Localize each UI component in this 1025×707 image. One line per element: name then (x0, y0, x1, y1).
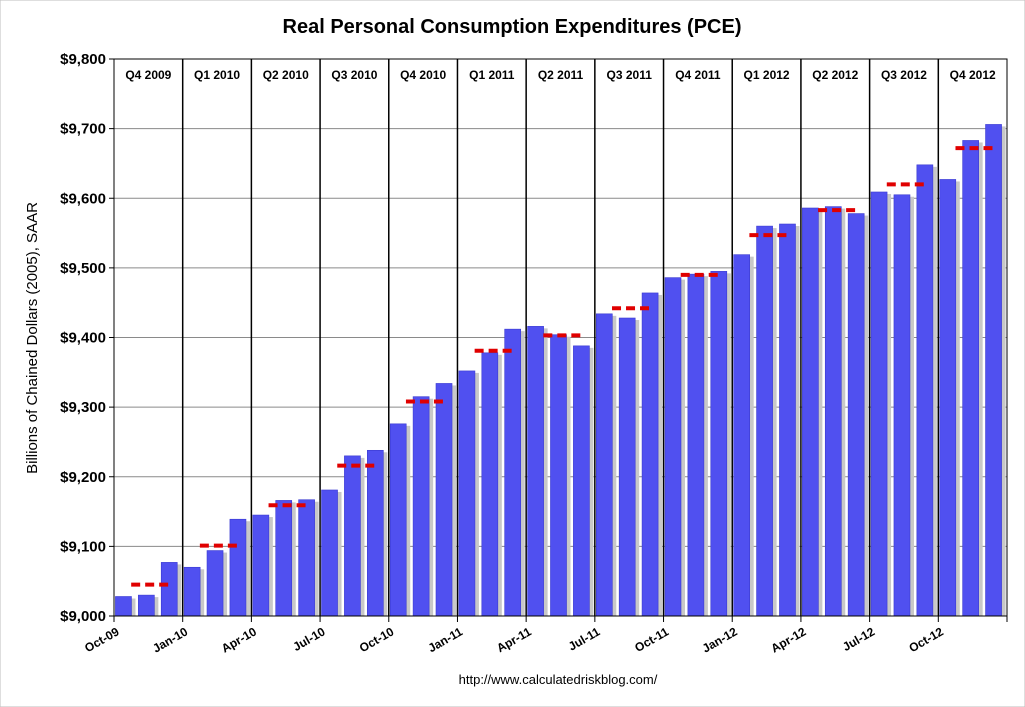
quarter-label: Q2 2011 (538, 68, 584, 82)
bar-Mar-12 (779, 223, 796, 617)
source-url: http://www.calculatedriskblog.com/ (459, 672, 658, 687)
bar-Jun-11 (573, 345, 590, 617)
bar-Jan-10 (183, 566, 201, 617)
y-tick-label: $9,600 (60, 190, 106, 207)
bar-Jan-11 (458, 370, 476, 617)
quarter-label: Q4 2010 (400, 68, 446, 82)
bar-Apr-11 (527, 326, 544, 617)
bar-Nov-10 (412, 396, 430, 617)
quarter-label: Q1 2012 (744, 68, 790, 82)
bar-Apr-12 (802, 207, 819, 617)
chart-title: Real Personal Consumption Expenditures (… (283, 16, 742, 38)
quarter-label: Q4 2011 (675, 68, 721, 82)
quarter-label: Q2 2010 (263, 68, 309, 82)
bar-Jun-10 (298, 499, 315, 617)
quarter-label: Q3 2011 (607, 68, 653, 82)
bar-Nov-11 (687, 273, 705, 617)
y-tick-label: $9,300 (60, 399, 106, 416)
bar-Jul-10 (321, 489, 338, 617)
bar-May-11 (550, 334, 567, 617)
quarter-label: Q4 2009 (125, 68, 171, 82)
bar-Feb-12 (756, 225, 773, 617)
y-tick-label: $9,500 (60, 260, 106, 277)
bar-Mar-11 (504, 328, 522, 617)
bar-Jul-12 (870, 191, 888, 617)
bar-Sep-12 (916, 164, 934, 617)
bar-Sep-11 (641, 292, 659, 617)
quarter-label: Q1 2010 (194, 68, 240, 82)
bar-Oct-10 (389, 423, 407, 617)
bar-Jun-12 (847, 213, 865, 617)
bar-Aug-11 (618, 317, 636, 617)
quarter-label: Q4 2012 (950, 68, 996, 82)
quarter-label: Q3 2010 (331, 68, 377, 82)
bar-Mar-10 (229, 518, 247, 617)
y-tick-label: $9,700 (60, 121, 106, 138)
bar-Nov-12 (962, 140, 979, 617)
bar-Aug-12 (893, 194, 911, 617)
bar-Dec-10 (435, 383, 453, 617)
bar-Aug-10 (344, 455, 361, 617)
bar-Dec-12 (985, 124, 1002, 617)
bar-Oct-12 (939, 179, 957, 617)
y-tick-label: $9,800 (60, 51, 106, 68)
bar-May-12 (824, 206, 842, 617)
y-tick-label: $9,200 (60, 469, 106, 486)
quarter-label: Q1 2011 (469, 68, 515, 82)
y-tick-label: $9,100 (60, 538, 106, 555)
y-axis-label: Billions of Chained Dollars (2005), SAAR (24, 202, 41, 474)
bar-Feb-11 (481, 352, 499, 617)
plot-area: $9,000 $9,100 $9,200 $9,300 $9,400 $9,500 $9,6… (60, 51, 1008, 656)
bar-Jan-12 (733, 254, 750, 617)
quarter-label: Q3 2012 (881, 68, 927, 82)
y-tick-label: $9,400 (60, 330, 106, 347)
bar-Nov-09 (138, 594, 155, 617)
quarter-label: Q2 2012 (812, 68, 858, 82)
bar-May-10 (275, 500, 293, 617)
bar-Dec-09 (160, 562, 178, 617)
bar-Feb-10 (206, 550, 224, 617)
bar-Oct-09 (115, 596, 132, 617)
plot-frame (113, 58, 1008, 617)
bar-Oct-11 (664, 277, 682, 617)
bar-Jul-11 (595, 313, 613, 617)
bar-Apr-10 (252, 514, 270, 617)
bar-Sep-10 (367, 449, 384, 617)
y-tick-label: $9,000 (60, 608, 106, 625)
bar-Dec-11 (710, 271, 728, 617)
